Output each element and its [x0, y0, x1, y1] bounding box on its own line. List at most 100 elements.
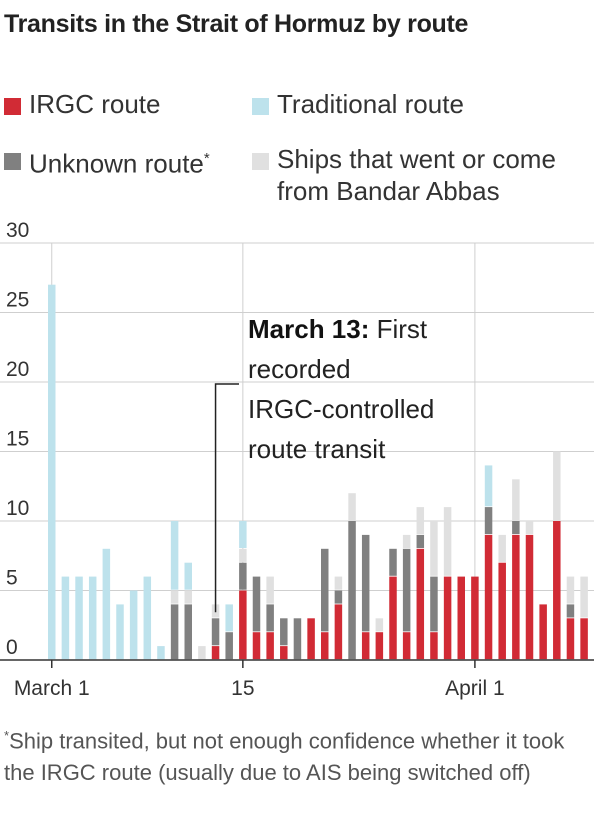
bar-unknown-route-26	[402, 548, 411, 632]
bar-unknown-route-27	[416, 534, 425, 548]
bar-traditional-route-6	[129, 590, 138, 660]
bar-ships-that-went-or-come-from-bandar-abbas-34	[512, 479, 520, 521]
annotation-leader-line	[214, 383, 239, 613]
legend-label-unknown: Unknown route	[29, 148, 204, 179]
bar-irgc-route-14	[239, 590, 247, 660]
bar-traditional-route-1	[61, 576, 70, 660]
bar-irgc-route-25	[389, 576, 397, 660]
bar-unknown-route-16	[266, 604, 274, 632]
bar-unknown-route-25	[389, 548, 397, 576]
bar-traditional-route-32	[484, 465, 493, 507]
bar-irgc-route-24	[375, 632, 384, 660]
bar-traditional-route-10	[184, 562, 192, 590]
bar-traditional-route-7	[143, 576, 152, 660]
bar-irgc-route-29	[443, 576, 452, 660]
bar-ships-that-went-or-come-from-bandar-abbas-21	[334, 576, 343, 590]
y-tick-label-15: 15	[6, 428, 29, 451]
x-tick-label-31: April 1	[445, 677, 505, 700]
bar-ships-that-went-or-come-from-bandar-abbas-37	[553, 451, 561, 521]
bar-irgc-route-39	[580, 618, 588, 660]
annotation-text: March 13: First	[248, 314, 428, 344]
bar-traditional-route-13	[225, 604, 233, 632]
bar-unknown-route-22	[348, 521, 356, 660]
bar-irgc-route-19	[307, 618, 315, 660]
x-tick-label-0: March 1	[14, 677, 90, 700]
legend-unknown-marker: *	[203, 150, 210, 167]
footnote: *Ship transited, but not enough confiden…	[4, 720, 594, 789]
bar-traditional-route-14	[239, 521, 247, 548]
bar-traditional-route-2	[75, 576, 83, 660]
bar-unknown-route-38	[566, 604, 575, 618]
legend-label-bandar-abbas-line1: Ships that went or come	[277, 144, 556, 174]
bar-ships-that-went-or-come-from-bandar-abbas-39	[580, 576, 588, 618]
bar-unknown-route-20	[321, 548, 329, 632]
bar-unknown-route-32	[484, 507, 493, 535]
stacked-bar-chart: 0 5 10 15 20 25 30 March 1 15 April 1 March 13: Fi…	[0, 219, 594, 700]
bar-irgc-route-34	[512, 534, 520, 660]
bar-traditional-route-8	[157, 646, 165, 660]
bar-traditional-route-9	[170, 521, 179, 590]
bar-ships-that-went-or-come-from-bandar-abbas-9	[170, 590, 179, 604]
annotation-date: March 13:	[248, 314, 369, 344]
bar-ships-that-went-or-come-from-bandar-abbas-24	[375, 618, 384, 632]
bar-unknown-route-13	[225, 632, 233, 660]
annotation-line1: First	[369, 314, 428, 344]
legend-label-unknown-wrap: Unknown route*	[29, 143, 210, 180]
bar-unknown-route-10	[184, 604, 192, 660]
footnote-marker: *	[4, 728, 10, 743]
bar-unknown-route-15	[252, 576, 261, 632]
bar-ships-that-went-or-come-from-bandar-abbas-29	[443, 507, 452, 576]
y-tick-label-25: 25	[6, 289, 29, 312]
annotation-line3: IRGC-controlled	[248, 394, 434, 424]
y-tick-label-30: 30	[6, 219, 29, 242]
bar-ships-that-went-or-come-from-bandar-abbas-16	[266, 576, 274, 604]
bar-irgc-route-21	[334, 604, 343, 660]
annotation-text: route transit	[248, 434, 386, 464]
bar-ships-that-went-or-come-from-bandar-abbas-14	[239, 548, 247, 562]
bar-irgc-route-30	[457, 576, 465, 660]
y-tick-label-5: 5	[6, 567, 18, 590]
bar-ships-that-went-or-come-from-bandar-abbas-22	[348, 493, 356, 521]
bar-irgc-route-38	[566, 618, 575, 660]
bar-ships-that-went-or-come-from-bandar-abbas-28	[430, 521, 438, 576]
bar-unknown-route-34	[512, 521, 520, 535]
bar-irgc-route-36	[539, 604, 547, 660]
annotation-text: recorded	[248, 354, 351, 384]
bar-irgc-route-31	[471, 576, 479, 660]
annotation-line2: recorded	[248, 354, 351, 384]
bar-irgc-route-26	[402, 632, 411, 660]
bar-unknown-route-28	[430, 576, 438, 632]
bar-irgc-route-28	[430, 632, 438, 660]
bar-irgc-route-27	[416, 548, 425, 660]
annotation-line4: route transit	[248, 434, 386, 464]
bar-unknown-route-23	[361, 534, 370, 632]
y-tick-label-20: 20	[6, 358, 29, 381]
bar-irgc-route-37	[553, 521, 561, 660]
bar-irgc-route-23	[361, 632, 370, 660]
legend-swatch-irgc	[4, 98, 21, 115]
legend-swatch-bandar-abbas	[252, 153, 269, 170]
legend-swatch-unknown	[4, 153, 21, 170]
bar-unknown-route-17	[280, 618, 288, 646]
bar-unknown-route-12	[211, 618, 220, 646]
bar-irgc-route-17	[280, 646, 288, 660]
bar-irgc-route-15	[252, 632, 261, 660]
bar-irgc-route-20	[321, 632, 329, 660]
legend-label-irgc: IRGC route	[29, 89, 161, 119]
legend-label-traditional: Traditional route	[277, 89, 464, 119]
bar-unknown-route-18	[293, 618, 302, 660]
y-tick-label-10: 10	[6, 497, 29, 520]
bar-irgc-route-33	[498, 562, 506, 660]
y-tick-label-0: 0	[6, 636, 18, 659]
annotation-text: IRGC-controlled	[248, 394, 434, 424]
bar-traditional-route-4	[102, 548, 111, 660]
bar-ships-that-went-or-come-from-bandar-abbas-27	[416, 507, 425, 535]
bar-ships-that-went-or-come-from-bandar-abbas-35	[525, 521, 534, 535]
legend-swatch-traditional	[252, 98, 269, 115]
bar-irgc-route-12	[211, 646, 220, 660]
chart-title: Transits in the Strait of Hormuz by rout…	[4, 10, 469, 38]
bar-ships-that-went-or-come-from-bandar-abbas-26	[402, 534, 411, 548]
bar-ships-that-went-or-come-from-bandar-abbas-38	[566, 576, 575, 604]
bar-irgc-route-16	[266, 632, 274, 660]
x-tick-label-14: 15	[231, 677, 254, 700]
